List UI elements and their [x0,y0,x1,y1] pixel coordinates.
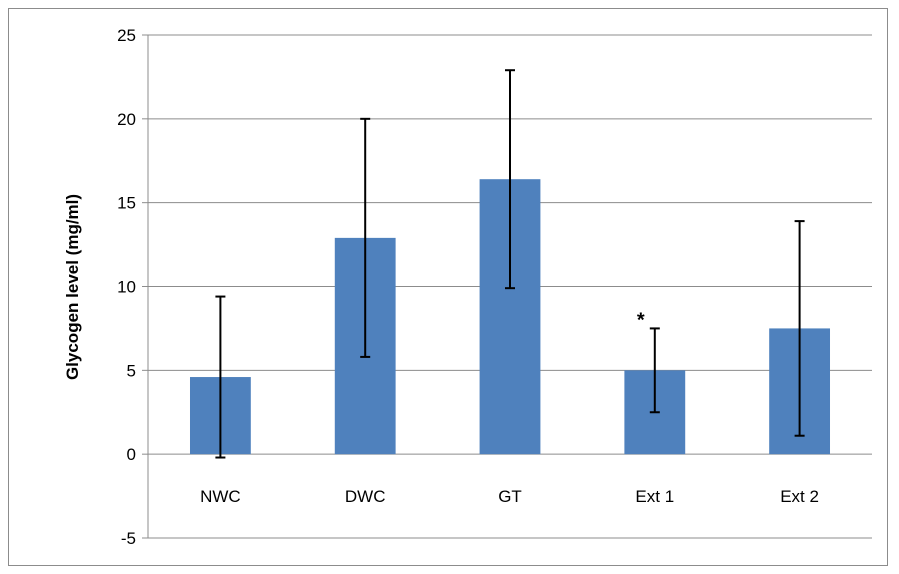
annotations: * [637,309,645,331]
y-tick-label: 10 [117,278,136,297]
y-tick-label: 20 [117,110,136,129]
y-tick-label: -5 [121,529,136,548]
significance-annotation: * [637,309,645,331]
y-tick-label: 5 [127,361,136,380]
x-tick-label: NWC [200,487,241,506]
y-tick-label: 25 [117,26,136,45]
x-axis-ticks: NWC DWC GT Ext 1 Ext 2 [200,487,819,506]
x-tick-label: DWC [345,487,386,506]
y-tick-label: 0 [127,445,136,464]
error-bars [215,69,805,459]
y-tick-label: 15 [117,194,136,213]
y-axis-label: Glycogen level (mg/ml) [63,194,82,380]
y-axis-ticks: -5 0 5 10 15 20 25 [117,26,136,548]
x-tick-label: GT [498,487,522,506]
x-tick-label: Ext 2 [780,487,819,506]
x-tick-label: Ext 1 [635,487,674,506]
